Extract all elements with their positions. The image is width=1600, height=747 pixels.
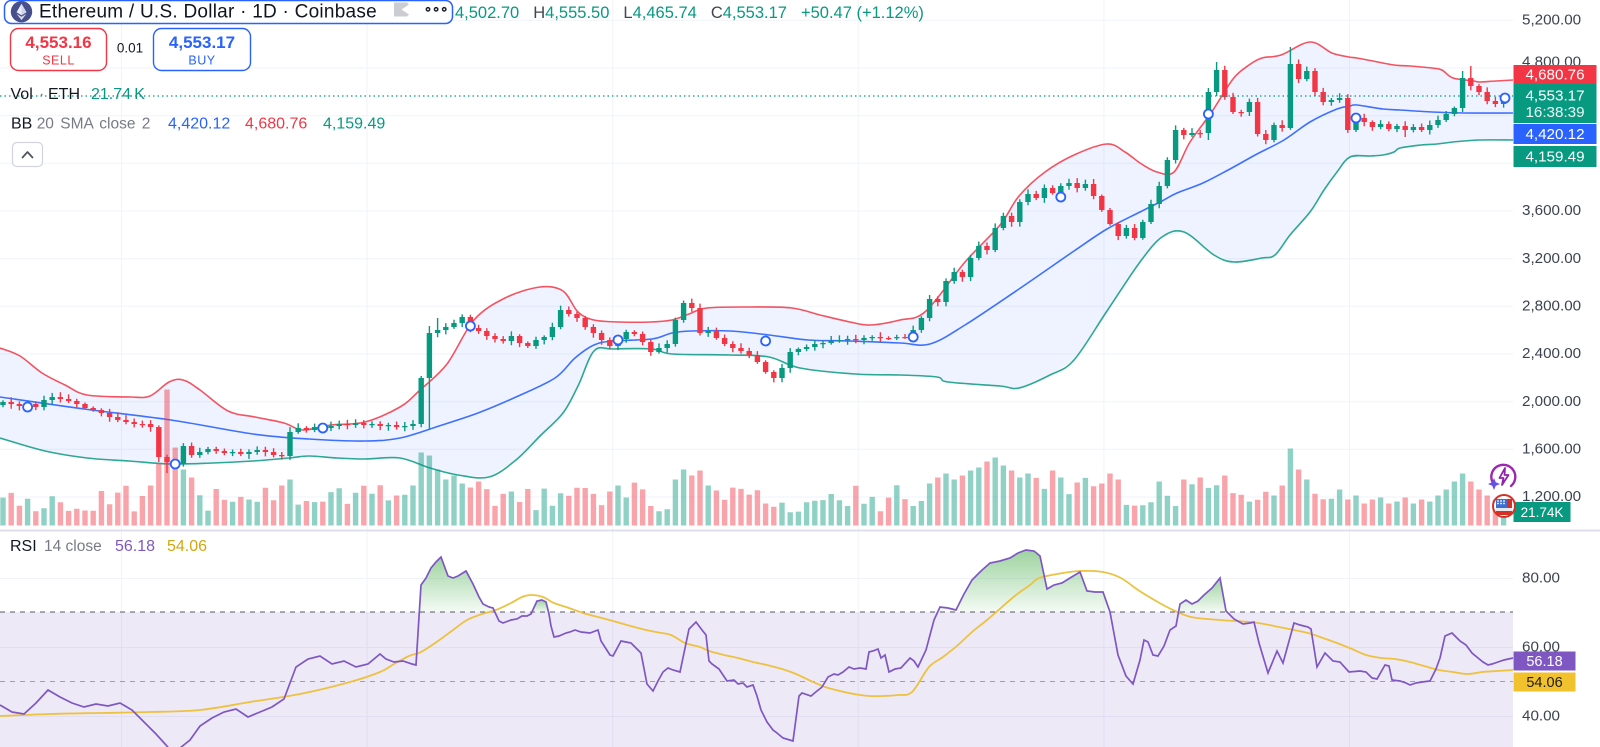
svg-text:·: · (39, 86, 44, 103)
svg-text:SELL: SELL (42, 54, 75, 68)
svg-text:5,200.00: 5,200.00 (1522, 12, 1581, 29)
svg-text:20 SMA close 2: 20 SMA close 2 (37, 115, 151, 132)
svg-text:4,553.17: 4,553.17 (169, 33, 235, 52)
svg-text:4,680.76: 4,680.76 (245, 115, 307, 132)
svg-text:54.06: 54.06 (167, 538, 207, 555)
svg-text:4,159.49: 4,159.49 (1525, 149, 1584, 166)
svg-text:ETH: ETH (48, 86, 80, 103)
svg-text:BUY: BUY (188, 54, 215, 68)
svg-text:2,400.00: 2,400.00 (1522, 345, 1581, 362)
svg-text:2,000.00: 2,000.00 (1522, 393, 1581, 410)
svg-text:16:38:39: 16:38:39 (1525, 104, 1584, 121)
svg-text:4,159.49: 4,159.49 (323, 115, 385, 132)
svg-text:2,800.00: 2,800.00 (1522, 298, 1581, 315)
svg-text:56.18: 56.18 (1526, 654, 1562, 670)
svg-text:4,420.12: 4,420.12 (1525, 126, 1584, 143)
svg-text:4,553.17: 4,553.17 (1525, 88, 1584, 105)
svg-text:Vol: Vol (11, 86, 33, 103)
svg-text:4,680.76: 4,680.76 (1525, 67, 1584, 84)
svg-text:0.01: 0.01 (117, 41, 143, 56)
svg-text:60.00: 60.00 (1522, 639, 1560, 656)
svg-text:4,553.16: 4,553.16 (25, 33, 91, 52)
svg-text:80.00: 80.00 (1522, 570, 1560, 587)
svg-text:1,600.00: 1,600.00 (1522, 441, 1581, 458)
svg-text:Ethereum / U.S. Dollar · 1D ·: Ethereum / U.S. Dollar · 1D · Coinbase (39, 2, 377, 23)
svg-text:56.18: 56.18 (115, 538, 155, 555)
svg-text:1,200.00: 1,200.00 (1522, 488, 1581, 505)
svg-text:14 close: 14 close (44, 538, 102, 555)
svg-text:RSI: RSI (10, 538, 37, 555)
svg-text:40.00: 40.00 (1522, 708, 1560, 725)
svg-text:BB: BB (11, 115, 32, 132)
svg-text:54.06: 54.06 (1526, 675, 1562, 691)
svg-text:21.74 K: 21.74 K (91, 86, 145, 103)
svg-text:4,420.12: 4,420.12 (168, 115, 230, 132)
svg-text:21.74K: 21.74K (1521, 505, 1564, 520)
svg-text:3,600.00: 3,600.00 (1522, 202, 1581, 219)
svg-text:3,200.00: 3,200.00 (1522, 250, 1581, 267)
